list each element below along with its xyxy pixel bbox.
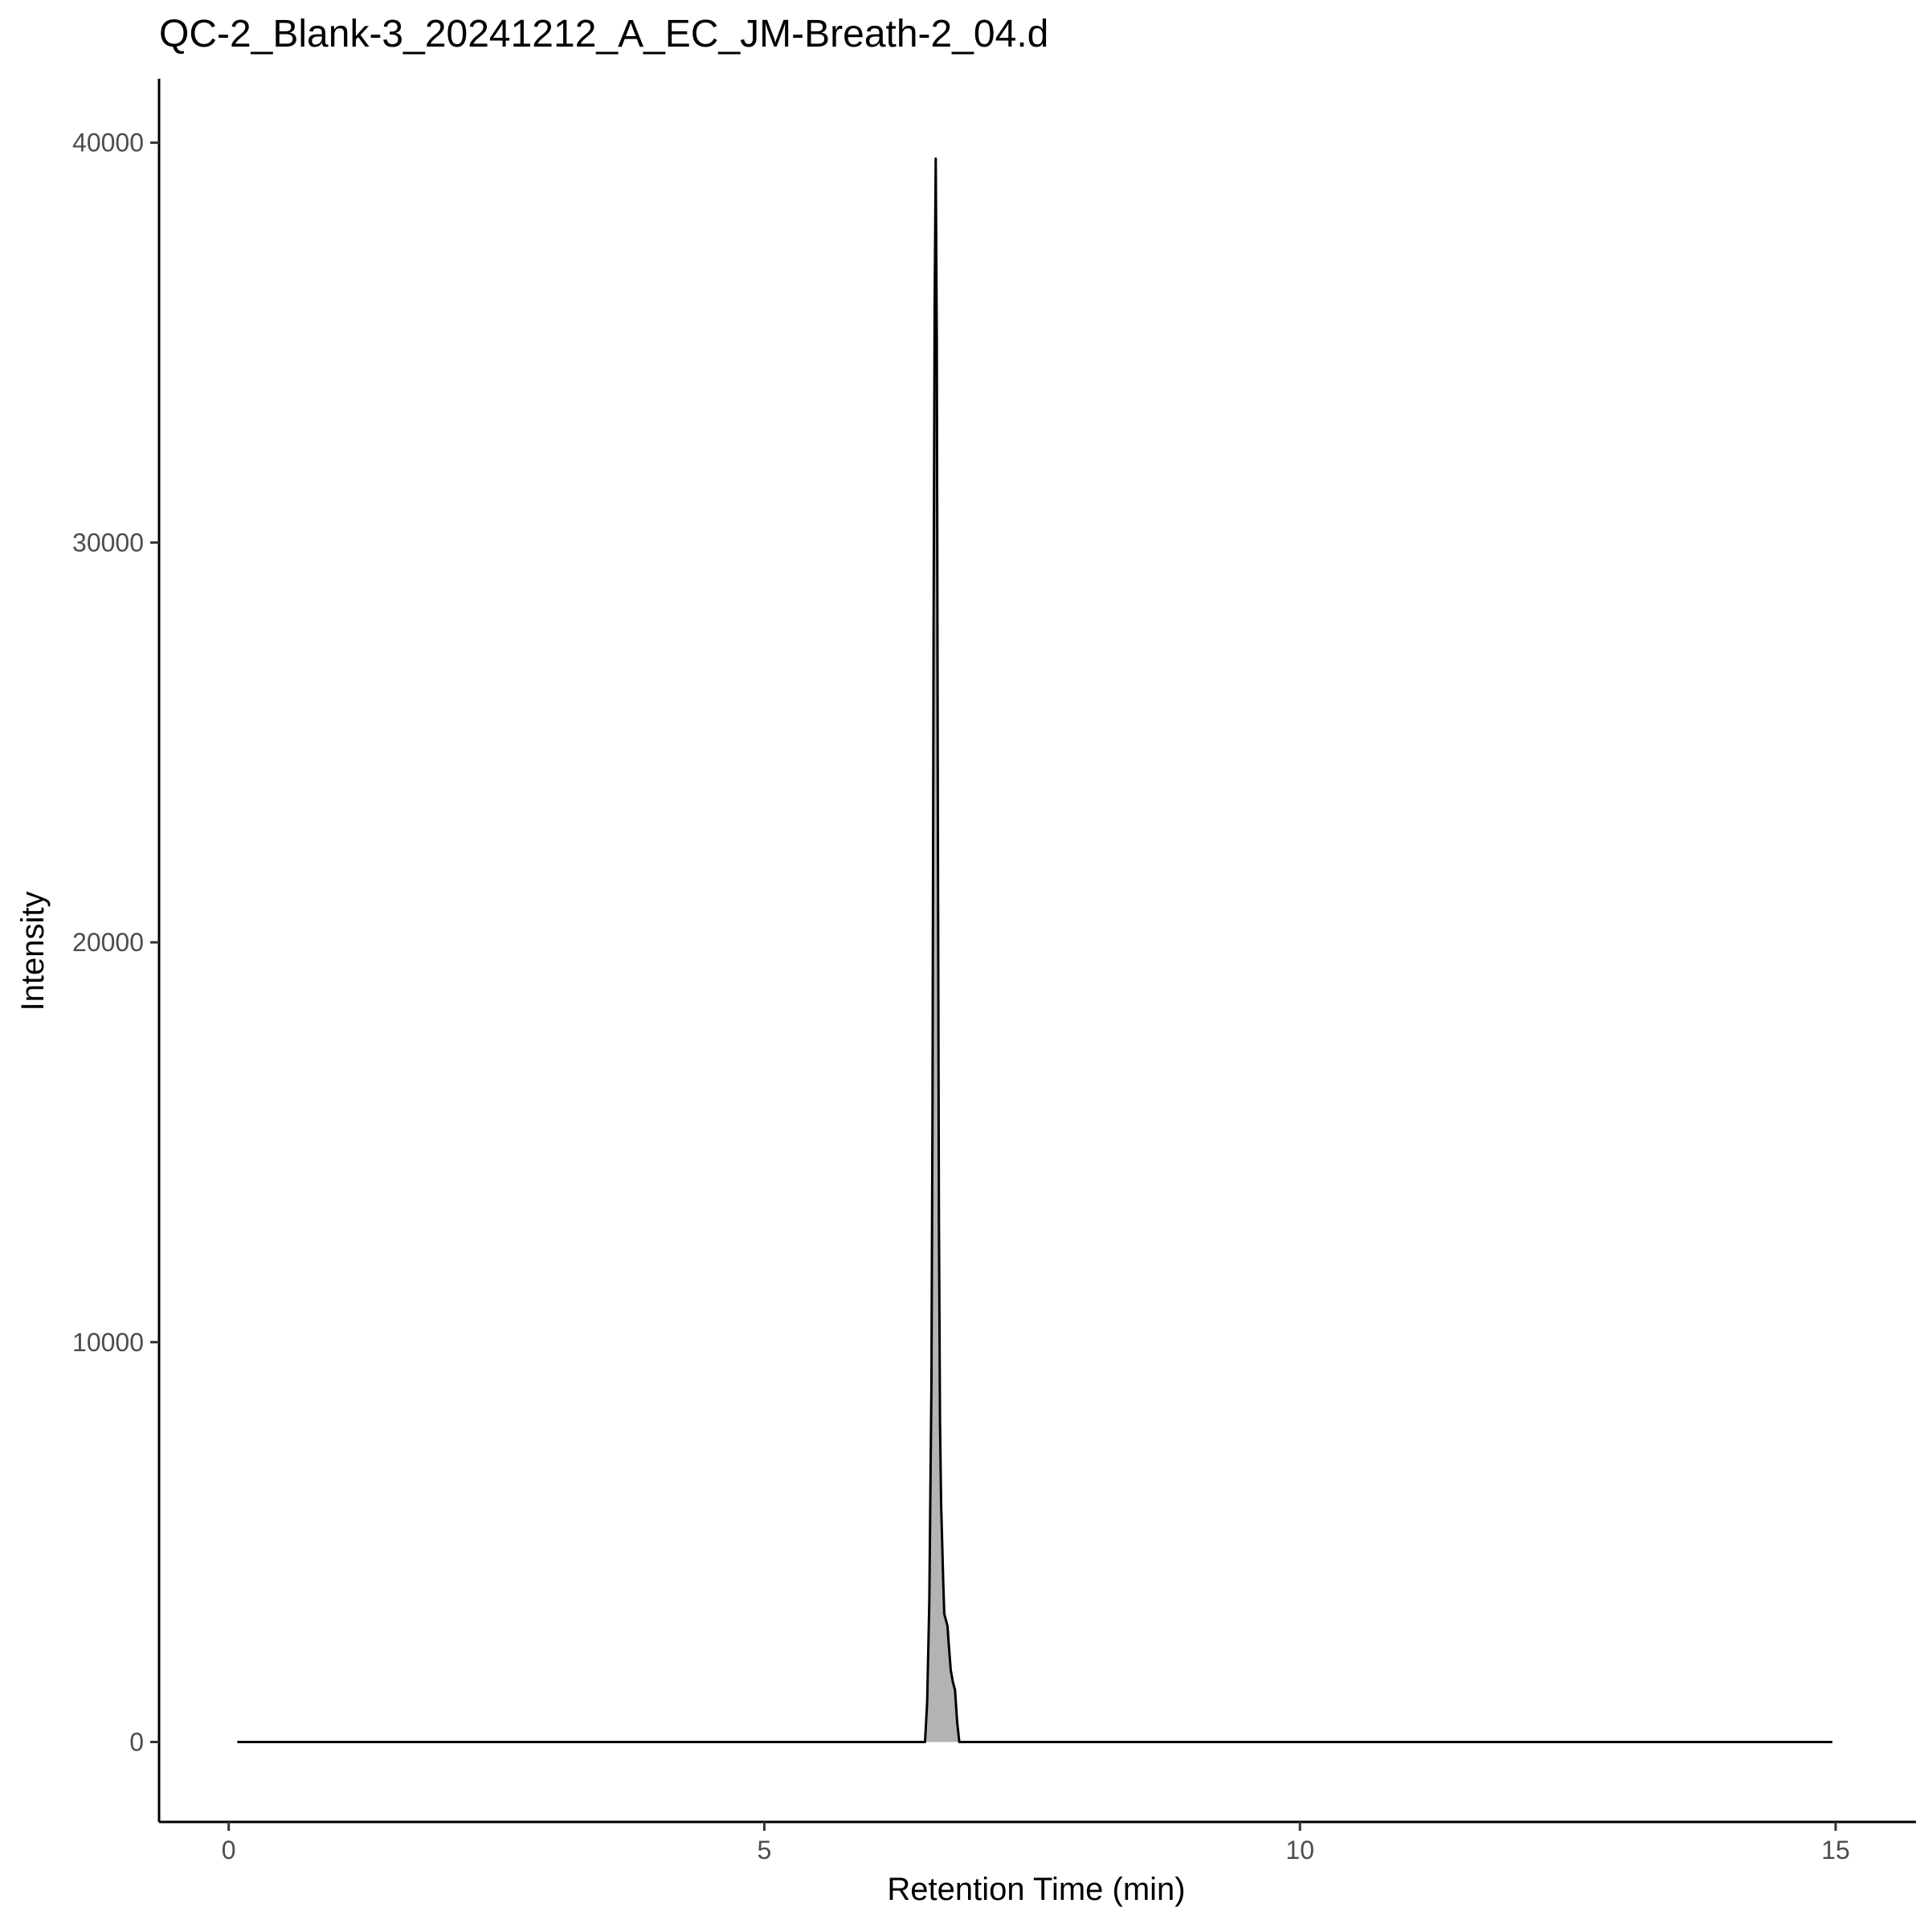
y-tick-label: 0	[129, 1727, 144, 1756]
y-tick-label: 30000	[72, 528, 144, 557]
x-tick-label: 0	[222, 1836, 236, 1865]
peak-area-fill	[925, 158, 960, 1742]
x-tick-label: 10	[1285, 1836, 1314, 1865]
chromatogram-line	[237, 157, 1832, 1743]
x-tick-label: 15	[1821, 1836, 1850, 1865]
y-axis-title: Intensity	[15, 892, 51, 1011]
axes: 0 5 10 15 0 10000 20000 30000 40000	[72, 79, 1916, 1865]
plot-area	[237, 157, 1832, 1743]
chart-title: QC-2_Blank-3_20241212_A_EC_JM-Breath-2_0…	[159, 13, 1048, 55]
y-tick-label: 20000	[72, 928, 144, 957]
y-tick-label: 40000	[72, 129, 144, 157]
x-tick-label: 5	[758, 1836, 772, 1865]
y-tick-label: 10000	[72, 1328, 144, 1357]
x-axis-title: Retention Time (min)	[887, 1872, 1185, 1907]
